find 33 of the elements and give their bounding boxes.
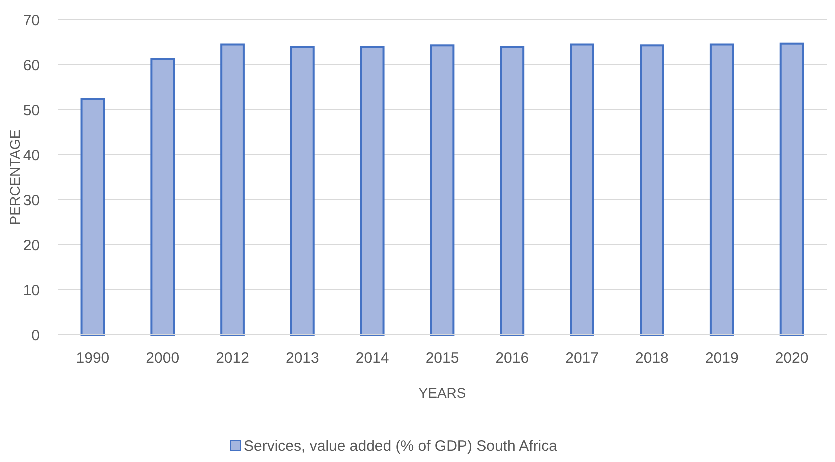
- y-tick-label: 0: [32, 327, 40, 344]
- y-tick-label: 10: [23, 282, 40, 300]
- x-tick-label: 1990: [76, 350, 110, 367]
- bar: [430, 44, 455, 336]
- bar: [570, 44, 595, 336]
- x-tick-label: 2012: [216, 350, 250, 367]
- x-tick-label: 2018: [636, 350, 669, 367]
- bar: [710, 44, 734, 336]
- x-tick-label: 2020: [775, 350, 809, 367]
- legend-label: Services, value added (% of GDP) South Africa: [244, 438, 558, 455]
- bar: [290, 46, 315, 336]
- x-tick-label: 2015: [426, 350, 460, 367]
- x-tick-label: 2014: [356, 350, 390, 367]
- y-tick-label: 30: [23, 192, 40, 210]
- x-axis-title: YEARS: [418, 385, 466, 401]
- x-tick-label: 2017: [566, 350, 600, 367]
- y-tick-label: 20: [23, 237, 40, 254]
- bar: [360, 46, 385, 336]
- bar: [150, 58, 176, 336]
- y-tick-label: 50: [23, 102, 40, 120]
- y-tick-label: 60: [23, 57, 40, 74]
- y-axis-title: PERCENTAGE: [7, 130, 23, 226]
- x-tick-label: 2016: [496, 350, 530, 367]
- bar: [500, 46, 525, 336]
- y-tick-label: 40: [23, 147, 40, 164]
- bar: [80, 98, 106, 336]
- x-tick-label: 2019: [705, 350, 739, 367]
- y-tick-label: 70: [23, 12, 40, 30]
- bar: [780, 42, 804, 336]
- x-tick-label: 2013: [286, 350, 320, 367]
- bar: [640, 44, 664, 336]
- x-tick-label: 2000: [146, 350, 180, 367]
- bar: [220, 44, 245, 336]
